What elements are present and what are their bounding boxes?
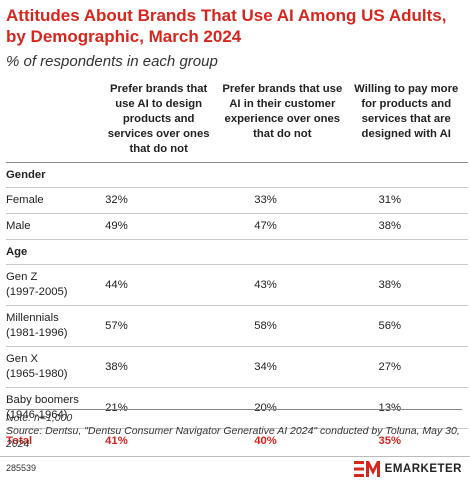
row-label: Gen Z (1997-2005): [6, 264, 98, 306]
row-label: Female: [6, 187, 98, 214]
cell-value: 20%: [220, 387, 345, 429]
cell-value: 31%: [344, 187, 468, 214]
cell-value: 21%: [97, 387, 221, 429]
cell-value: 58%: [220, 305, 345, 347]
row-sublabel-text: (1965-1980): [6, 368, 68, 380]
table-header-row: Prefer brands that use AI to design prod…: [6, 82, 468, 163]
total-value: 40%: [220, 428, 345, 453]
source-text: Source: Dentsu, "Dentsu Consumer Navigat…: [6, 425, 460, 450]
total-value: 35%: [344, 428, 468, 453]
row-label-text: Gen X: [6, 353, 39, 365]
header-col-2: Prefer brands that use AI in their custo…: [220, 82, 345, 163]
brand-logo: EMARKETER: [353, 460, 462, 478]
section-header-row: Age: [6, 239, 468, 265]
cell-value: 32%: [97, 187, 221, 214]
cell-value: 43%: [220, 264, 345, 306]
chart-id: 285539: [6, 463, 37, 473]
row-sublabel-text: (1981-1996): [6, 327, 68, 339]
table-row: Gen Z (1997-2005) 44% 43% 38%: [6, 264, 468, 306]
header-col-3: Willing to pay more for products and ser…: [344, 82, 468, 163]
cell-value: 38%: [97, 346, 221, 388]
cell-value: 47%: [220, 213, 345, 240]
row-sublabel-text: (1946-1964): [6, 409, 68, 421]
total-row: Total 41% 40% 35%: [6, 428, 468, 453]
row-label-text: Millennials: [6, 312, 59, 324]
table-row: Female 32% 33% 31%: [6, 187, 468, 214]
cell-value: 49%: [97, 213, 221, 240]
table-row: Millennials (1981-1996) 57% 58% 56%: [6, 305, 468, 347]
note-text: Note: n=1,000: [6, 412, 73, 424]
row-sublabel-text: (1997-2005): [6, 286, 68, 298]
cell-value: 27%: [344, 346, 468, 388]
data-table: Prefer brands that use AI to design prod…: [6, 82, 468, 453]
cell-value: 57%: [97, 305, 221, 347]
cell-value: 13%: [344, 387, 468, 429]
section-header-row: Gender: [6, 162, 468, 188]
table-row: Baby boomers (1946-1964) 21% 20% 13%: [6, 387, 468, 429]
row-label: Male: [6, 213, 98, 240]
total-value: 41%: [97, 428, 221, 453]
footer: 285539 EMARKETER: [0, 456, 470, 481]
table-body: Gender Female 32% 33% 31% Male 49% 47% 38% Age Gen…: [6, 162, 468, 453]
row-label: Baby boomers (1946-1964): [6, 387, 98, 429]
notes: Note: n=1,000 Source: Dentsu, "Dentsu Co…: [6, 409, 462, 451]
table-row: Male 49% 47% 38%: [6, 213, 468, 240]
cell-value: 38%: [344, 213, 468, 240]
cell-value: 56%: [344, 305, 468, 347]
row-label-text: Baby boomers: [6, 394, 79, 406]
cell-value: 33%: [220, 187, 345, 214]
chart-title: Attitudes About Brands That Use AI Among…: [6, 6, 447, 46]
row-label-text: Female: [6, 194, 44, 206]
cell-value: 44%: [97, 264, 221, 306]
cell-value: 38%: [344, 264, 468, 306]
brand-name: EMARKETER: [384, 463, 462, 475]
row-label: Gen X (1965-1980): [6, 346, 98, 388]
em-logo-icon: [353, 461, 380, 477]
section-label: Age: [6, 239, 468, 265]
section-label: Gender: [6, 162, 468, 188]
cell-value: 34%: [220, 346, 345, 388]
header-col-1: Prefer brands that use AI to design prod…: [97, 82, 221, 163]
row-label-text: Male: [6, 220, 31, 232]
row-label-text: Gen Z: [6, 271, 38, 283]
chart-subtitle: % of respondents in each group: [6, 53, 218, 70]
row-label: Millennials (1981-1996): [6, 305, 98, 347]
header-label-column: [6, 82, 98, 163]
total-label: Total: [6, 428, 98, 453]
table-row: Gen X (1965-1980) 38% 34% 27%: [6, 346, 468, 388]
